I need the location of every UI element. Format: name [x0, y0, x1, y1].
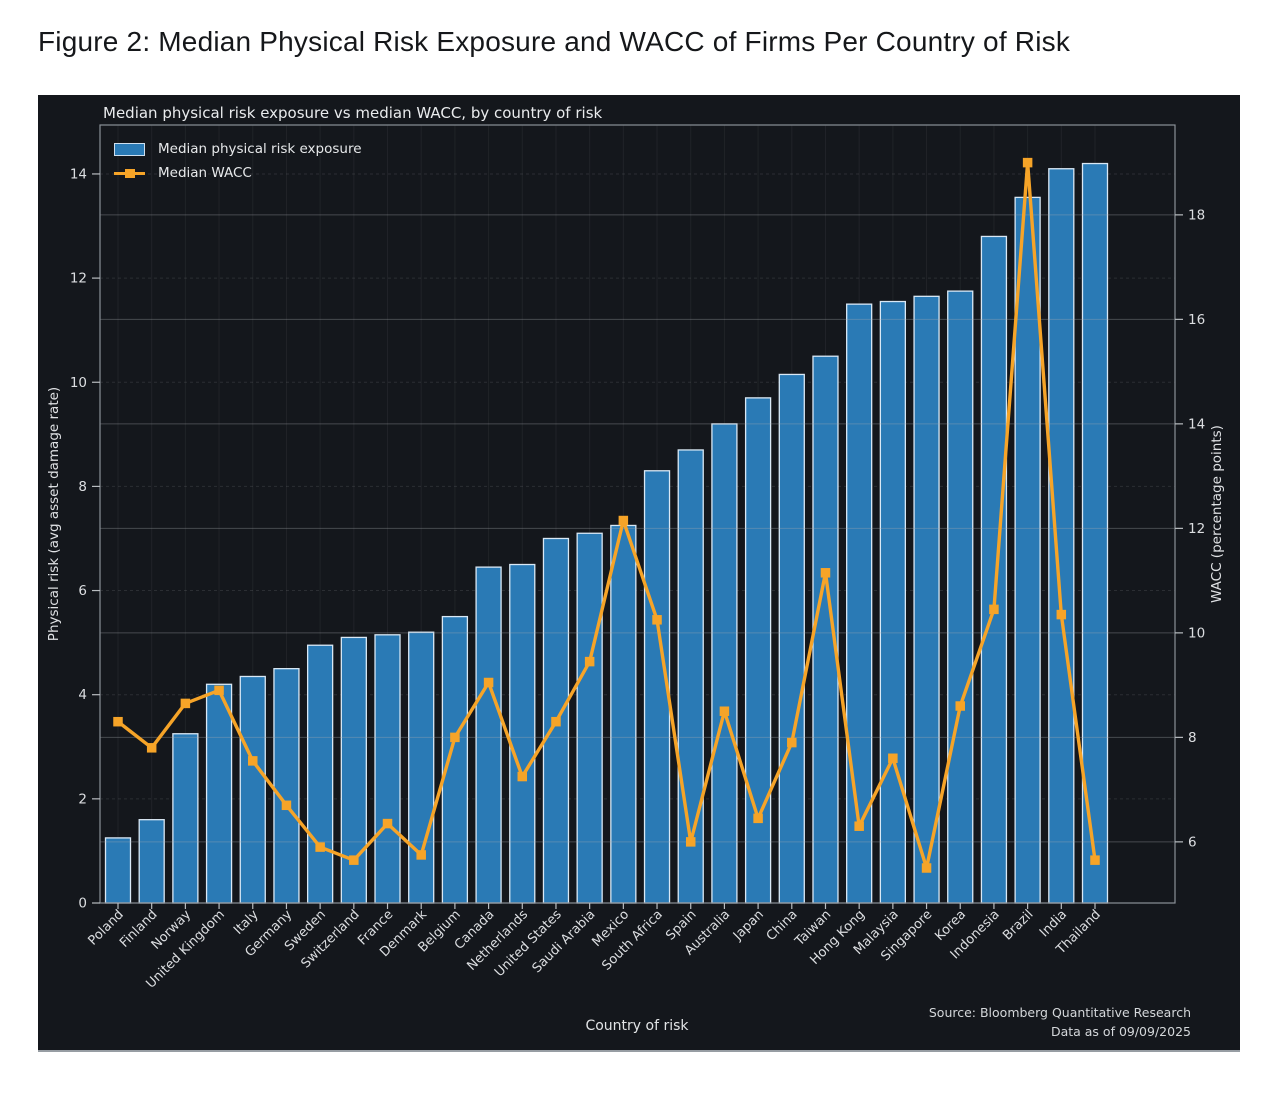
legend-item-bars: Median physical risk exposure: [114, 137, 362, 161]
wacc-marker: [281, 800, 292, 811]
physical-risk-bar: [172, 733, 199, 904]
wacc-marker: [416, 850, 426, 860]
chart-title: Median physical risk exposure vs median …: [103, 104, 603, 122]
wacc-marker: [180, 698, 191, 709]
y-tick-label-right: 18: [1188, 207, 1205, 223]
y-tick-label-right: 16: [1188, 312, 1205, 328]
wacc-marker: [652, 615, 662, 625]
y-tick-label-left: 12: [70, 271, 87, 287]
physical-risk-bar: [879, 300, 907, 904]
wacc-marker: [483, 677, 494, 688]
wacc-marker: [315, 842, 325, 852]
physical-risk-bar: [744, 397, 772, 904]
physical-risk-bar: [205, 683, 233, 904]
physical-risk-bar: [273, 668, 300, 904]
y-tick-label-left: 6: [78, 583, 87, 599]
y-tick-label-right: 8: [1188, 730, 1197, 746]
wacc-marker: [921, 863, 932, 873]
physical-risk-bar: [306, 644, 334, 904]
source-line-1: Source: Bloomberg Quantitative Research: [928, 1005, 1191, 1020]
physical-risk-bar: [441, 615, 469, 904]
wacc-marker: [382, 818, 393, 829]
wacc-marker: [517, 771, 528, 782]
wacc-marker: [1056, 609, 1067, 620]
bar-swatch-icon: [114, 142, 145, 156]
legend-label-line: Median WACC: [158, 165, 252, 181]
physical-risk-bar: [980, 235, 1008, 904]
y-tick-label-right: 14: [1188, 416, 1205, 432]
wacc-marker: [1090, 855, 1100, 865]
wacc-marker: [888, 753, 898, 764]
chart-canvas: 02468101214681012141618PolandFinlandNorw…: [70, 124, 1205, 992]
source-note: Source: Bloomberg Quantitative Research …: [929, 1003, 1191, 1041]
y-tick-label-left: 8: [78, 479, 87, 495]
chart-panel: 0 2 4 6 8 10 12 14 6 8 10 12 14 16 18 Poland Finland Norw…: [38, 95, 1240, 1052]
source-line-2: Data as of 09/09/2025: [1050, 1024, 1191, 1039]
x-axis-label: Country of risk: [585, 1018, 689, 1034]
wacc-marker: [248, 756, 258, 766]
figure-title: Figure 2: Median Physical Risk Exposure …: [38, 26, 1071, 57]
y-tick-label-left: 2: [78, 791, 87, 807]
wacc-marker: [450, 732, 460, 743]
physical-risk-bar: [610, 524, 637, 904]
wacc-marker: [685, 837, 696, 847]
y-tick-label-left: 10: [70, 375, 87, 391]
physical-risk-bar: [947, 290, 974, 904]
wacc-marker: [787, 737, 797, 748]
physical-risk-bar: [408, 631, 435, 904]
wacc-marker: [820, 568, 831, 578]
x-tick-label: Japan: [730, 907, 767, 944]
physical-risk-bar: [846, 303, 873, 904]
x-tick-label: Italy: [231, 907, 262, 938]
y-tick-label-left: 4: [78, 687, 87, 703]
y-tick-label-right: 6: [1188, 834, 1197, 850]
wacc-marker: [989, 604, 999, 615]
y-tick-label-right: 12: [1188, 521, 1205, 537]
wacc-marker: [146, 743, 157, 753]
y-tick-label-left: 14: [70, 166, 87, 182]
physical-risk-bar: [239, 675, 266, 904]
wacc-marker: [584, 656, 595, 667]
physical-risk-bar: [1014, 196, 1041, 904]
wacc-marker: [113, 716, 123, 727]
wacc-marker: [955, 701, 965, 711]
y-axis-left-label: Physical risk (avg asset damage rate): [46, 386, 62, 642]
x-tick-label: Brazil: [1000, 907, 1036, 943]
y-tick-label-left: 0: [78, 896, 87, 912]
wacc-marker: [719, 706, 730, 716]
physical-risk-bar: [1048, 168, 1075, 904]
legend: Median physical risk exposure Median WAC…: [114, 137, 362, 185]
physical-risk-bar: [509, 563, 536, 904]
physical-risk-bar: [138, 819, 165, 904]
wacc-line: [116, 160, 1097, 870]
y-tick-label-right: 10: [1188, 625, 1205, 641]
legend-label-bars: Median physical risk exposure: [158, 141, 362, 157]
plot-border: [99, 124, 1176, 904]
wacc-marker: [753, 813, 763, 824]
physical-risk-bar: [576, 532, 603, 904]
wacc-marker: [1022, 157, 1033, 168]
physical-risk-bar: [374, 634, 401, 904]
legend-item-line: Median WACC: [114, 161, 362, 185]
physical-risk-bar: [778, 373, 805, 904]
physical-risk-bar: [711, 423, 738, 904]
wacc-marker: [618, 515, 629, 526]
physical-risk-bar: [475, 566, 502, 904]
wacc-marker: [214, 685, 224, 696]
physical-risk-bar: [104, 837, 132, 904]
wacc-marker: [854, 821, 864, 831]
physical-risk-bar: [1081, 162, 1109, 904]
y-axis-right-label: WACC (percentage points): [1209, 425, 1225, 603]
physical-risk-bar: [913, 295, 940, 904]
wacc-marker: [349, 855, 359, 865]
line-swatch-icon: [114, 167, 145, 180]
physical-risk-bar: [677, 449, 704, 904]
wacc-marker: [551, 716, 561, 727]
